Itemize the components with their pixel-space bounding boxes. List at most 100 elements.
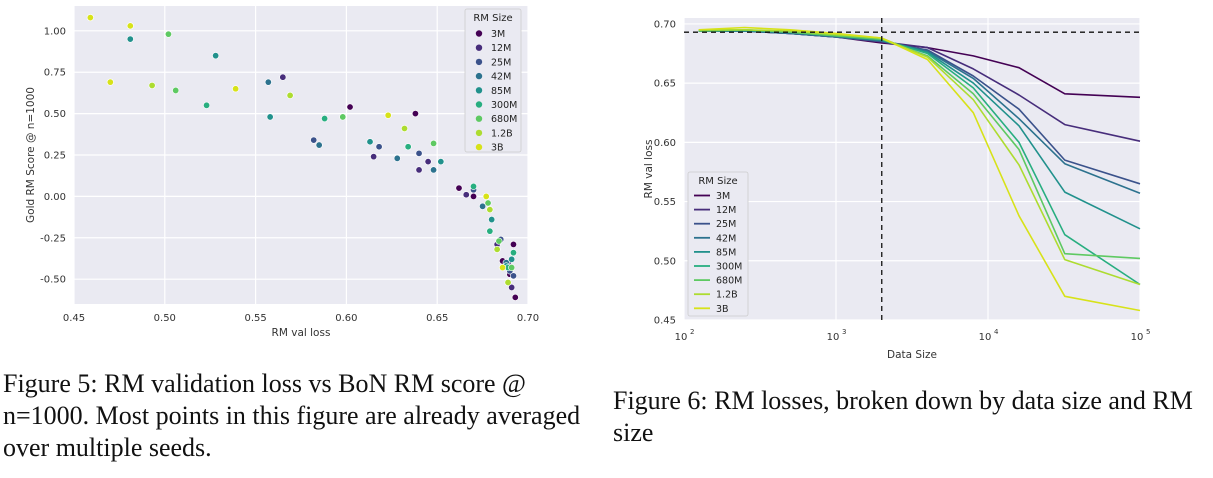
scatter-point-42m: [393, 154, 401, 162]
scatter-point-300m: [470, 182, 478, 190]
scatter-point-3m: [455, 184, 463, 192]
x-tick-exponent: 4: [994, 328, 999, 336]
legend-label: 42M: [716, 233, 736, 244]
scatter-point-85m: [366, 138, 374, 146]
legend-marker: [475, 101, 483, 108]
scatter-point-3m: [509, 240, 517, 248]
legend-label: 3M: [491, 29, 505, 40]
legend-title: RM Size: [698, 176, 737, 187]
scatter-point-300m: [404, 143, 412, 151]
scatter-point-42m: [264, 78, 272, 86]
legend-label: 12M: [716, 205, 736, 216]
legend-marker: [475, 30, 483, 37]
x-tick-exponent: 2: [690, 328, 694, 336]
y-tick-label: -0.25: [40, 233, 66, 244]
scatter-point-85m: [126, 35, 134, 43]
y-tick-label: 0.50: [654, 256, 676, 267]
legend-marker: [475, 129, 483, 137]
y-tick-label: 0.25: [44, 151, 66, 162]
y-tick-label: 0.45: [654, 316, 676, 327]
scatter-point-3b: [482, 192, 490, 200]
y-axis-label: RM val loss: [643, 140, 655, 199]
series-line-3b: [698, 26, 1141, 312]
legend-marker: [475, 115, 483, 122]
scatter-point-12m: [424, 158, 432, 166]
legend-label: 3B: [491, 143, 504, 154]
y-tick-label: 1.00: [44, 26, 66, 37]
legend-label: 680M: [716, 276, 742, 287]
x-tick-label: 0.55: [244, 313, 266, 324]
legend-label: 1.2B: [716, 290, 738, 301]
x-axis-label: RM val loss: [272, 327, 331, 339]
scatter-point-680m: [508, 264, 516, 272]
x-tick-label: 0.45: [63, 313, 85, 324]
x-axis-label: Data Size: [887, 349, 937, 361]
scatter-point-1-2b: [504, 278, 512, 286]
legend-marker: [475, 143, 483, 151]
scatter-point-1-2b: [493, 245, 501, 253]
series-line-1-2b: [698, 28, 1141, 286]
x-tick-label: 10: [827, 332, 840, 343]
legend-label: 42M: [491, 72, 511, 83]
figure-6-line-chart: 10 2 10 3 10 4 10 50.700.650.600.550.500.45Data…: [643, 18, 1150, 361]
y-axis-label: Gold RM Score @ n=1000: [25, 87, 37, 223]
legend-label: 85M: [716, 247, 736, 258]
scatter-point-3m: [470, 192, 478, 200]
legend-marker: [475, 58, 483, 66]
scatter-point-3m: [411, 110, 419, 118]
scatter-point-42m: [430, 166, 438, 174]
x-tick-label: 0.65: [426, 313, 448, 324]
scatter-point-680m: [495, 237, 503, 245]
x-tick-label: 10: [979, 332, 992, 343]
y-tick-label: 0.55: [654, 197, 676, 208]
x-tick-label: 10: [675, 332, 688, 343]
figure-6-caption: Figure 6: RM losses, broken down by data…: [613, 386, 1193, 447]
scatter-point-3m: [511, 293, 519, 301]
legend-label: 3B: [716, 304, 729, 315]
scatter-point-1-2b: [401, 125, 409, 133]
scatter-point-85m: [488, 216, 496, 224]
legend-label: 12M: [491, 43, 511, 54]
scatter-point-1-2b: [286, 91, 294, 99]
scatter-point-12m: [462, 191, 470, 199]
y-tick-label: 0.50: [44, 109, 66, 120]
scatter-point-3b: [384, 111, 392, 119]
scatter-point-3b: [232, 85, 240, 93]
y-tick-label: 0.00: [44, 192, 66, 203]
scatter-point-3b: [106, 78, 114, 86]
scatter-point-25m: [509, 272, 517, 280]
scatter-point-680m: [172, 86, 180, 94]
x-tick-exponent: 3: [842, 328, 846, 336]
figure-5-caption: Figure 5: RM validation loss vs BoN RM s…: [3, 369, 581, 462]
scatter-point-680m: [430, 139, 438, 147]
scatter-point-300m: [486, 227, 494, 235]
scatter-point-3m: [346, 103, 354, 111]
legend-label: 1.2B: [491, 128, 513, 139]
scatter-point-680m: [484, 199, 492, 207]
scatter-point-42m: [315, 141, 323, 149]
x-tick-exponent: 5: [1146, 328, 1150, 336]
scatter-point-300m: [321, 115, 329, 123]
scatter-point-85m: [437, 158, 445, 166]
figure-5-scatter-chart: 0.45 0.50 0.55 0.60 0.65 0.70 1.00 0.75 0.50 0.25…: [25, 6, 539, 339]
legend-marker: [475, 87, 483, 94]
scatter-point-12m: [279, 73, 287, 81]
x-tick-label: 0.60: [335, 313, 357, 324]
scatter-point-3b: [126, 22, 134, 30]
x-tick-label: 0.50: [154, 313, 176, 324]
scatter-point-85m: [508, 255, 516, 263]
scatter-point-25m: [310, 136, 318, 144]
legend-label: 25M: [716, 219, 736, 230]
scatter-point-42m: [479, 202, 487, 210]
legend-label: 3M: [716, 191, 730, 202]
legend-label: 300M: [491, 100, 517, 111]
scatter-point-1-2b: [148, 81, 156, 89]
scatter-point-12m: [370, 153, 378, 161]
legend-label: 85M: [491, 86, 511, 97]
y-tick-label: -0.50: [40, 275, 66, 286]
y-tick-label: 0.70: [654, 19, 676, 30]
scatter-point-25m: [415, 149, 423, 157]
legend-marker: [475, 44, 483, 51]
legend-label: 680M: [491, 114, 517, 125]
legend-title: RM Size: [473, 13, 512, 24]
